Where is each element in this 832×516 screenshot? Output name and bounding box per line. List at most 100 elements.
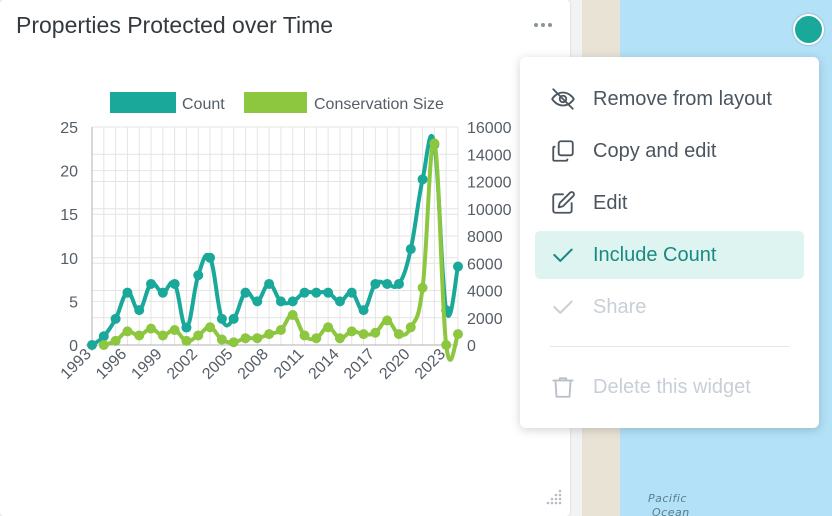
data-point-conservation-size[interactable] — [311, 333, 322, 344]
data-point-conservation-size[interactable] — [299, 330, 310, 341]
y-left-tick-label: 10 — [60, 251, 78, 268]
y-right-tick-label: 16000 — [467, 120, 512, 137]
menu-item-label: Edit — [593, 191, 628, 214]
data-point-conservation-size[interactable] — [453, 329, 463, 340]
map-location-marker[interactable] — [793, 14, 824, 45]
legend-label-count[interactable]: Count — [182, 96, 225, 113]
data-point-conservation-size[interactable] — [228, 337, 239, 348]
x-tick-label: 2014 — [306, 346, 343, 383]
data-point-count[interactable] — [287, 296, 298, 307]
menu-item-label: Copy and edit — [593, 139, 717, 162]
y-left-tick-label: 0 — [69, 338, 78, 355]
data-point-conservation-size[interactable] — [346, 326, 357, 337]
data-point-count[interactable] — [334, 296, 345, 307]
x-tick-label: 2011 — [271, 346, 307, 382]
data-point-count[interactable] — [216, 313, 227, 324]
data-point-count[interactable] — [252, 296, 263, 307]
data-point-conservation-size[interactable] — [122, 326, 133, 337]
data-point-conservation-size[interactable] — [169, 325, 180, 336]
data-point-conservation-size[interactable] — [252, 333, 263, 344]
menu-item-include-count[interactable]: Include Count — [535, 231, 804, 279]
data-point-conservation-size[interactable] — [405, 322, 416, 333]
menu-item-edit[interactable]: Edit — [535, 179, 804, 227]
data-point-count[interactable] — [311, 287, 322, 298]
data-point-conservation-size[interactable] — [393, 329, 404, 340]
legend-swatch-count[interactable] — [110, 92, 176, 113]
data-point-conservation-size[interactable] — [240, 333, 251, 344]
data-point-conservation-size[interactable] — [98, 340, 109, 350]
data-point-count[interactable] — [87, 340, 97, 350]
data-point-conservation-size[interactable] — [216, 334, 227, 345]
data-point-count[interactable] — [134, 305, 145, 316]
data-point-count[interactable] — [382, 278, 393, 289]
data-point-conservation-size[interactable] — [181, 335, 192, 346]
data-point-count[interactable] — [405, 244, 416, 255]
data-point-count[interactable] — [228, 313, 239, 324]
data-point-conservation-size[interactable] — [334, 333, 345, 344]
data-point-count[interactable] — [370, 278, 381, 289]
menu-item-remove-from-layout[interactable]: Remove from layout — [535, 75, 804, 123]
data-point-conservation-size[interactable] — [417, 282, 428, 293]
data-point-conservation-size[interactable] — [134, 330, 145, 341]
menu-item-share: Share — [535, 283, 804, 331]
data-point-count[interactable] — [323, 287, 334, 298]
data-point-count[interactable] — [110, 313, 121, 324]
eye-off-icon — [550, 86, 576, 112]
x-tick-label: 2005 — [199, 346, 236, 383]
y-left-tick-label: 5 — [69, 294, 78, 311]
data-point-conservation-size[interactable] — [441, 340, 452, 350]
data-point-count[interactable] — [240, 287, 251, 298]
x-tick-label: 1993 — [58, 346, 95, 383]
x-tick-label: 2002 — [164, 346, 201, 383]
data-point-conservation-size[interactable] — [382, 315, 393, 326]
data-point-conservation-size[interactable] — [429, 138, 440, 149]
data-point-count[interactable] — [346, 287, 357, 298]
data-point-conservation-size[interactable] — [193, 330, 204, 341]
data-point-count[interactable] — [98, 331, 109, 342]
series-line-count[interactable] — [90, 134, 460, 347]
data-point-count[interactable] — [275, 296, 286, 307]
widget-title: Properties Protected over Time — [16, 12, 334, 38]
data-point-conservation-size[interactable] — [146, 323, 157, 334]
menu-item-delete-widget: Delete this widget — [535, 363, 804, 411]
data-point-conservation-size[interactable] — [370, 327, 381, 338]
data-point-conservation-size[interactable] — [275, 325, 286, 336]
data-point-count[interactable] — [453, 261, 463, 272]
more-options-button[interactable] — [531, 14, 555, 36]
chart-series — [87, 134, 463, 362]
data-point-conservation-size[interactable] — [323, 322, 334, 333]
menu-item-label: Delete this widget — [593, 375, 751, 398]
more-dot-icon — [548, 23, 552, 27]
data-point-count[interactable] — [417, 174, 428, 185]
data-point-conservation-size[interactable] — [157, 330, 168, 341]
check-icon — [550, 242, 576, 268]
data-point-count[interactable] — [122, 287, 133, 298]
x-tick-label: 1999 — [128, 346, 165, 383]
y-right-tick-label: 2000 — [467, 311, 503, 328]
check-icon — [550, 294, 576, 320]
data-point-conservation-size[interactable] — [287, 310, 298, 321]
menu-item-label: Remove from layout — [593, 87, 772, 110]
data-point-count[interactable] — [205, 252, 216, 263]
legend-label-conservation-size[interactable]: Conservation Size — [314, 96, 444, 113]
chart-widget: Properties Protected over Time Count Con… — [0, 0, 570, 516]
data-point-conservation-size[interactable] — [110, 335, 121, 346]
data-point-count[interactable] — [169, 278, 180, 289]
data-point-conservation-size[interactable] — [264, 329, 275, 340]
resize-handle-icon[interactable] — [543, 488, 563, 508]
data-point-count[interactable] — [264, 278, 275, 289]
legend-swatch-conservation-size[interactable] — [244, 92, 307, 113]
data-point-count[interactable] — [146, 278, 157, 289]
data-point-count[interactable] — [157, 287, 168, 298]
data-point-count[interactable] — [393, 278, 404, 289]
y-right-tick-label: 8000 — [467, 229, 503, 246]
chart-legend: Count Conservation Size — [110, 92, 444, 113]
data-point-conservation-size[interactable] — [358, 329, 369, 340]
menu-item-copy-and-edit[interactable]: Copy and edit — [535, 127, 804, 175]
more-dot-icon — [534, 23, 538, 27]
data-point-count[interactable] — [299, 287, 310, 298]
data-point-count[interactable] — [181, 322, 192, 333]
data-point-conservation-size[interactable] — [205, 322, 216, 333]
data-point-count[interactable] — [193, 270, 204, 281]
data-point-count[interactable] — [358, 305, 369, 316]
